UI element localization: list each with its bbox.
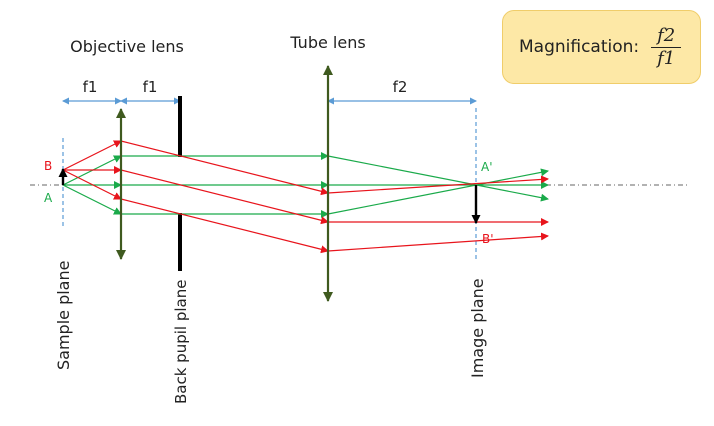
f1-right-label: f1 <box>143 78 158 96</box>
back-pupil-plane-label: Back pupil plane <box>172 280 190 404</box>
point-a-prime-label: A' <box>481 160 493 174</box>
magnification-denominator: f1 <box>657 47 676 69</box>
magnification-numerator: f2 <box>657 24 676 46</box>
f2-label: f2 <box>393 78 408 96</box>
image-plane-label: Image plane <box>468 278 487 378</box>
fraction-bar <box>651 46 682 48</box>
red-rays <box>62 140 549 254</box>
tube-lens-label: Tube lens <box>289 33 365 52</box>
point-b-prime-label: B' <box>482 232 494 246</box>
magnification-box: Magnification: f2 f1 <box>502 10 701 84</box>
magnification-fraction: f2 f1 <box>651 24 682 70</box>
point-a-label: A <box>44 191 53 205</box>
sample-plane-label: Sample plane <box>54 261 73 370</box>
magnification-label: Magnification: <box>519 37 640 57</box>
green-rays <box>62 152 549 218</box>
point-b-label: B <box>44 159 52 173</box>
f1-left-label: f1 <box>83 78 98 96</box>
objective-lens-label: Objective lens <box>70 37 184 56</box>
